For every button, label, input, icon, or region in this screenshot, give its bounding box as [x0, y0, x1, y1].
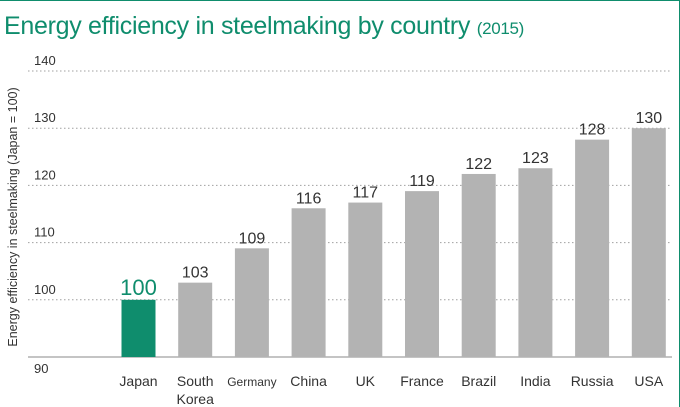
bar: [348, 202, 383, 357]
data-label: 117: [353, 185, 379, 202]
data-label: 103: [182, 265, 209, 282]
x-tick-label: Brazil: [461, 373, 496, 389]
x-tick-label: France: [400, 373, 444, 389]
data-label: 116: [296, 190, 322, 207]
bar: [518, 168, 553, 357]
bar: [405, 191, 439, 357]
data-label: 122: [465, 156, 492, 173]
x-tick-label: USA: [634, 373, 663, 389]
bar: [291, 208, 326, 357]
data-label: 119: [409, 173, 435, 190]
y-tick-label: 100: [34, 282, 56, 297]
x-tick-label: China: [290, 373, 327, 389]
bar: [234, 248, 269, 357]
y-tick-label: 120: [34, 167, 56, 182]
x-tick-label: Germany: [227, 375, 276, 389]
x-tick-label: Korea: [177, 391, 215, 407]
bar: [461, 173, 496, 357]
y-tick-label: 90: [34, 361, 48, 376]
data-label: 123: [522, 150, 549, 167]
bar: [121, 299, 156, 357]
data-label: 109: [239, 230, 266, 247]
bar: [178, 282, 213, 357]
top-rule: [0, 0, 680, 1]
x-tick-label: UK: [356, 373, 376, 389]
y-axis-label: Energy efficiency in steelmaking (Japan …: [6, 87, 20, 346]
data-label: 130: [635, 110, 662, 127]
bar: [575, 139, 610, 357]
chart-title: Energy efficiency in steelmaking by coun…: [4, 12, 524, 41]
chart-title-year: (2015): [476, 19, 525, 38]
data-label: 128: [579, 122, 606, 139]
x-tick-label: Japan: [119, 373, 157, 389]
bar: [631, 128, 666, 357]
y-tick-label: 130: [34, 110, 56, 125]
y-tick-label: 140: [34, 53, 56, 68]
x-tick-label: Russia: [571, 373, 614, 389]
data-label: 100: [120, 275, 157, 300]
chart-title-text: Energy efficiency in steelmaking by coun…: [4, 12, 471, 40]
x-tick-label: South: [177, 373, 214, 389]
y-tick-label: 110: [34, 225, 55, 240]
x-tick-label: India: [520, 373, 551, 389]
